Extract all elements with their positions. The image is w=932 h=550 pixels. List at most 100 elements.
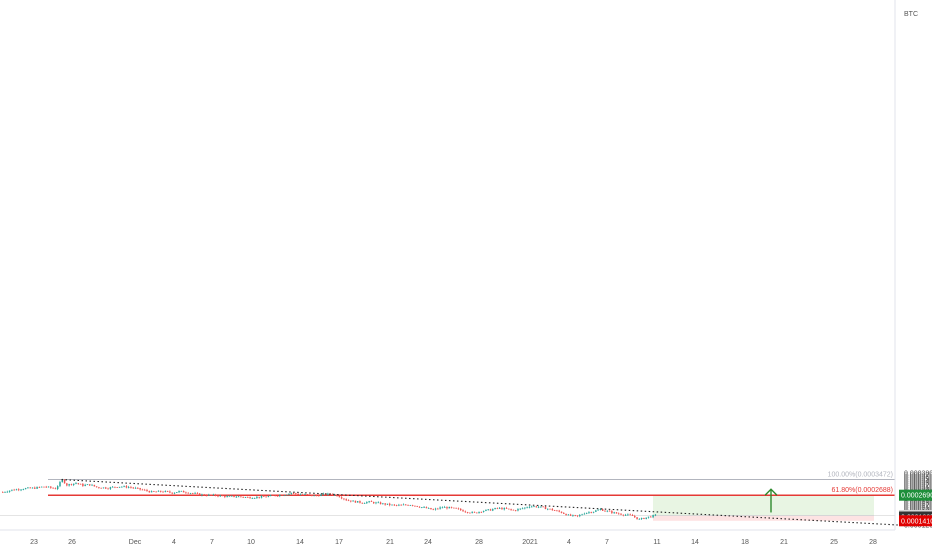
candle-body (590, 512, 593, 513)
x-tick-label: 14 (296, 539, 304, 546)
candle-body (510, 509, 512, 510)
candle-body (636, 517, 638, 520)
candle-body (102, 487, 105, 489)
candle-body (203, 494, 206, 496)
x-tick-label: 7 (605, 539, 609, 546)
candle-body (402, 504, 405, 506)
candle-body (457, 508, 460, 510)
long-position-tool[interactable] (0, 495, 895, 521)
candle-body (350, 500, 352, 502)
candle-body (535, 506, 538, 508)
candle-body (318, 495, 320, 497)
candle-body (38, 486, 41, 488)
candle-body (606, 510, 609, 512)
candle-body (322, 493, 325, 495)
x-tick-label: 10 (247, 539, 255, 546)
candle-body (494, 507, 496, 510)
candle-body (492, 509, 494, 511)
candle-body (311, 494, 313, 496)
candle-body (519, 508, 522, 510)
candle-body (569, 514, 572, 516)
candle-body (613, 512, 615, 514)
candle-body (47, 486, 50, 488)
candle-body (579, 514, 581, 517)
candle-body (421, 507, 423, 508)
target-arrow-head (764, 488, 778, 496)
candle-body (354, 500, 357, 503)
candle-body (169, 491, 171, 493)
candle-body (105, 487, 107, 489)
candle-body (240, 496, 242, 498)
target-arrow (764, 488, 778, 513)
candle-body (212, 494, 215, 496)
x-axis[interactable]: 23 26 Dec 4 7 10 14 17 21 24 28 2021 4 7 11 14 18 21 25 28 (30, 539, 877, 546)
candle-body (542, 506, 544, 508)
fibonacci-retracement[interactable]: 100.00%(0.0003472) 61.80%(0.0002688) (48, 472, 895, 496)
candle-body (331, 494, 334, 496)
candle-body (75, 483, 77, 484)
candle-body (517, 509, 519, 511)
candle-body (315, 495, 318, 497)
candle-body (423, 507, 425, 508)
candle-body (279, 494, 281, 496)
candle-body (560, 511, 563, 513)
candle-body (547, 508, 549, 510)
candle-body (340, 497, 343, 499)
candle-body (258, 496, 260, 498)
candle-body (114, 486, 116, 488)
candle-body (4, 491, 6, 493)
candle-body (89, 484, 91, 486)
candle-body (301, 494, 304, 496)
candle-body (338, 496, 341, 498)
candle-body (400, 504, 402, 506)
candle-body (652, 515, 654, 518)
x-tick-label: 11 (653, 539, 660, 546)
candle-body (347, 500, 350, 502)
fib-level-label: 61.80%(0.0002688) (832, 487, 894, 494)
candle-body (189, 493, 192, 494)
candle-body (63, 479, 66, 484)
candle-body (485, 509, 487, 511)
candle-body (592, 511, 595, 513)
candle-body (109, 487, 112, 489)
x-tick-label: Dec (129, 539, 142, 546)
candle-body (267, 496, 270, 497)
candle-body (34, 487, 36, 489)
x-tick-label: 17 (335, 539, 343, 546)
candle-body (368, 501, 370, 503)
candle-body (127, 487, 130, 488)
candle-body (627, 514, 629, 516)
candle-body (533, 506, 535, 508)
candle-body (93, 484, 96, 487)
candle-body (405, 504, 407, 506)
candle-body (219, 495, 222, 497)
candle-body (171, 492, 173, 494)
candle-body (217, 495, 219, 497)
candle-body (498, 507, 501, 509)
x-tick-label: 28 (869, 539, 877, 546)
candle-body (430, 507, 432, 510)
candle-body (247, 497, 249, 498)
candle-body (150, 491, 153, 493)
candle-body (563, 512, 565, 514)
candle-body (345, 499, 347, 501)
candle-body (139, 488, 141, 490)
candle-body (31, 487, 34, 489)
candle-body (503, 508, 506, 510)
candle-body (86, 484, 89, 486)
candle-body (205, 495, 208, 497)
candle-body (304, 494, 306, 495)
candle-body (13, 489, 15, 491)
candle-body (130, 487, 132, 488)
candle-body (290, 493, 293, 494)
candle-body (478, 511, 480, 514)
candle-body (111, 486, 114, 488)
candle-body (462, 510, 464, 512)
candle-body (249, 497, 251, 499)
candle-body (634, 515, 636, 518)
candle-body (425, 507, 428, 509)
x-tick-label: 18 (741, 539, 749, 546)
